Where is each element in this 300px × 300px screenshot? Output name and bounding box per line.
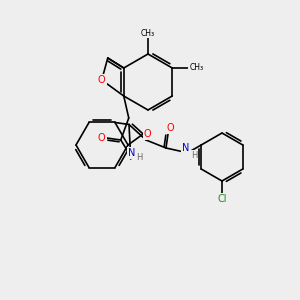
Text: CH₃: CH₃ — [141, 28, 155, 38]
Text: O: O — [98, 133, 106, 143]
Text: Cl: Cl — [217, 194, 227, 204]
Text: O: O — [166, 123, 174, 133]
Text: N: N — [182, 143, 190, 153]
Text: CH₃: CH₃ — [189, 64, 203, 73]
Text: N: N — [128, 148, 135, 158]
Text: H: H — [191, 151, 197, 160]
Text: O: O — [98, 75, 106, 85]
Text: O: O — [144, 129, 151, 139]
Text: H: H — [136, 154, 143, 163]
